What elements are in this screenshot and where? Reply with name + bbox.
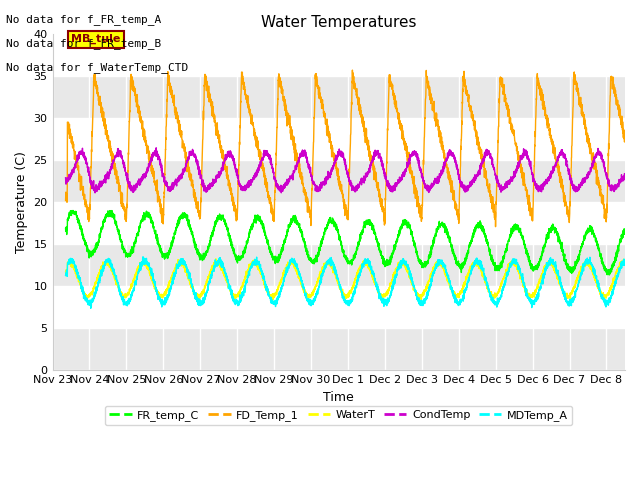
Bar (52, 118, 625, 160)
Bar (52, 160, 625, 202)
Text: No data for f_WaterTemp_CTD: No data for f_WaterTemp_CTD (6, 62, 189, 73)
Text: No data for f_FR_temp_A: No data for f_FR_temp_A (6, 14, 162, 25)
Legend: FR_temp_C, FD_Temp_1, WaterT, CondTemp, MDTemp_A: FR_temp_C, FD_Temp_1, WaterT, CondTemp, … (105, 406, 572, 425)
Text: No data for f_FR_temp_B: No data for f_FR_temp_B (6, 38, 162, 49)
Text: MB_tule: MB_tule (71, 34, 120, 44)
Bar (52, 34, 625, 76)
Title: Water Temperatures: Water Temperatures (261, 15, 417, 30)
Bar (52, 244, 625, 286)
Bar (52, 202, 625, 244)
X-axis label: Time: Time (323, 391, 354, 404)
Bar (52, 76, 625, 118)
Bar (52, 286, 625, 328)
Bar (52, 328, 625, 371)
Y-axis label: Temperature (C): Temperature (C) (15, 151, 28, 253)
